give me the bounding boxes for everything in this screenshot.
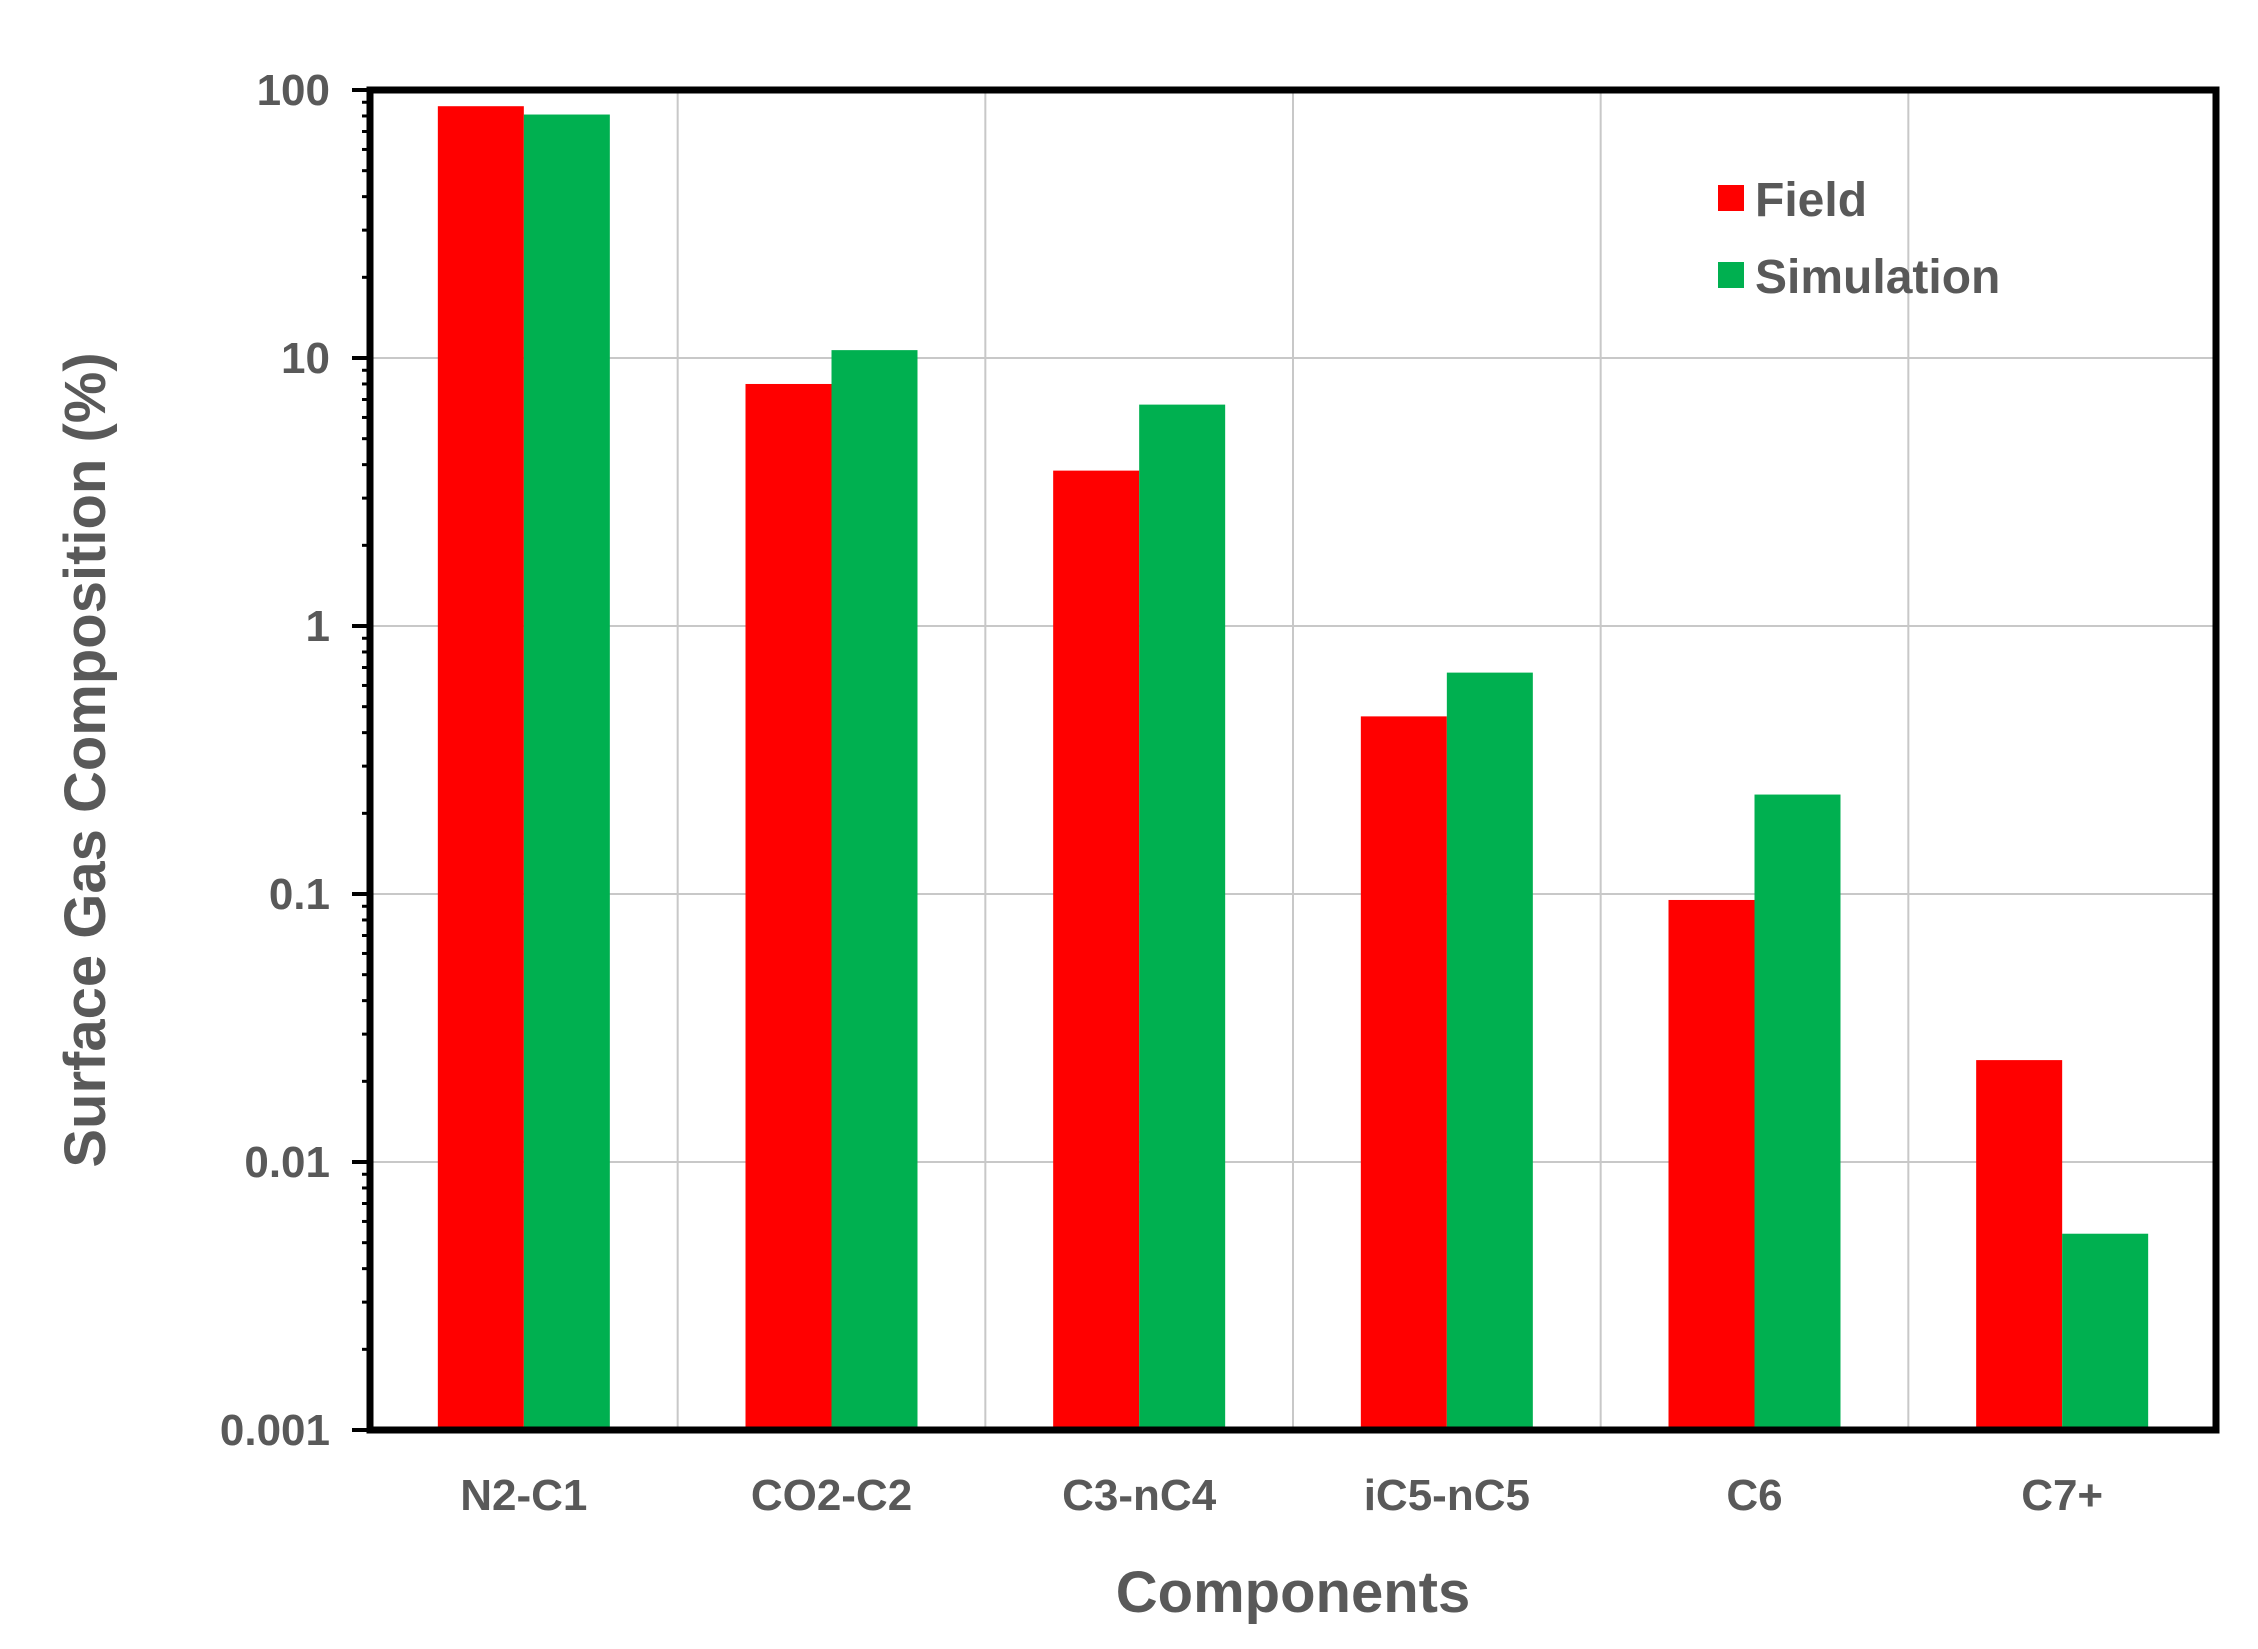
- legend-swatch-field: [1718, 185, 1744, 211]
- legend: Field Simulation: [1718, 174, 2000, 304]
- legend-swatch-simulation: [1718, 262, 1744, 288]
- bar-simulation-c3nc4: [1139, 404, 1226, 1430]
- x-tick-label: C7+: [2021, 1471, 2103, 1520]
- x-tick-label: C3-nC4: [1062, 1471, 1217, 1520]
- bar-field-c6: [1668, 899, 1755, 1430]
- bar-field-c3nc4: [1053, 470, 1140, 1430]
- bar-field-ic5nc5: [1360, 716, 1447, 1430]
- bar-simulation-c6: [1754, 794, 1841, 1430]
- bar-simulation-n2c1: [523, 114, 610, 1431]
- legend-label-simulation: Simulation: [1755, 251, 2000, 304]
- y-axis-title: Surface Gas Composition (%): [53, 352, 118, 1167]
- x-tick-label: CO2-C2: [751, 1471, 912, 1520]
- y-tick-label: 1: [306, 602, 330, 651]
- bar-field-c7: [1976, 1060, 2063, 1430]
- x-tick-label: C6: [1726, 1471, 1782, 1520]
- y-tick-label: 0.001: [220, 1406, 330, 1455]
- bar-simulation-c7: [2062, 1233, 2149, 1430]
- x-axis-tick-labels: N2-C1 CO2-C2 C3-nC4 iC5-nC5 C6 C7+: [460, 1471, 2103, 1520]
- bar-field-co2c2: [745, 383, 832, 1430]
- x-tick-label: iC5-nC5: [1364, 1471, 1530, 1520]
- y-tick-label: 0.1: [269, 870, 330, 919]
- bar-simulation-ic5nc5: [1446, 672, 1533, 1430]
- bar-field-n2c1: [437, 106, 524, 1430]
- x-tick-label: N2-C1: [460, 1471, 587, 1520]
- bars: [437, 106, 2149, 1431]
- y-tick-label: 0.01: [244, 1138, 330, 1187]
- bar-simulation-co2c2: [831, 350, 918, 1431]
- y-axis-tick-labels: 0.001 0.01 0.1 1 10 100: [220, 66, 330, 1455]
- x-axis-title: Components: [1116, 1560, 1470, 1625]
- y-tick-label: 10: [281, 334, 330, 383]
- legend-label-field: Field: [1755, 174, 1867, 227]
- y-tick-label: 100: [257, 66, 330, 115]
- plot-frame: [366, 86, 2220, 1434]
